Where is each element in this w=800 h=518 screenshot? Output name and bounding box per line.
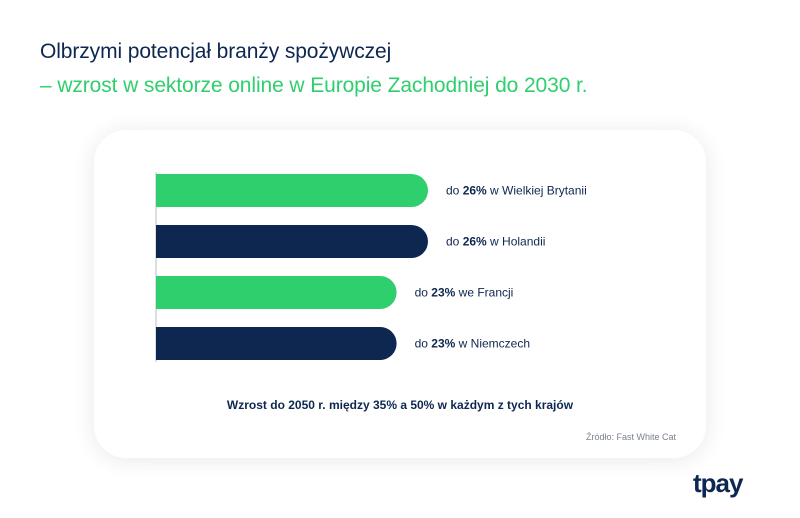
source-label: Źródło: Fast White Cat <box>585 432 676 442</box>
bar-4 <box>156 327 397 360</box>
chart-card: do 26% w Wielkiej Brytanii do 26% w Holan… <box>94 130 706 458</box>
bar-label-3: do 23% we Francji <box>415 286 514 300</box>
page-subtitle: – wzrost w sektorze online w Europie Zac… <box>40 74 588 97</box>
tpay-logo: tpay <box>693 468 743 498</box>
bar-chart: do 26% w Wielkiej Brytanii do 26% w Holan… <box>155 172 587 362</box>
bar-label-2: do 26% w Holandii <box>446 235 545 249</box>
bar-label-1: do 26% w Wielkiej Brytanii <box>446 184 587 198</box>
page-title: Olbrzymi potencjał branży spożywczej <box>40 40 392 63</box>
bar-2 <box>156 225 428 258</box>
chart-note: Wzrost do 2050 r. między 35% a 50% w każ… <box>226 398 574 412</box>
bar-label-4: do 23% w Niemczech <box>415 337 530 351</box>
bar-3 <box>156 276 397 309</box>
bar-1 <box>156 174 428 207</box>
